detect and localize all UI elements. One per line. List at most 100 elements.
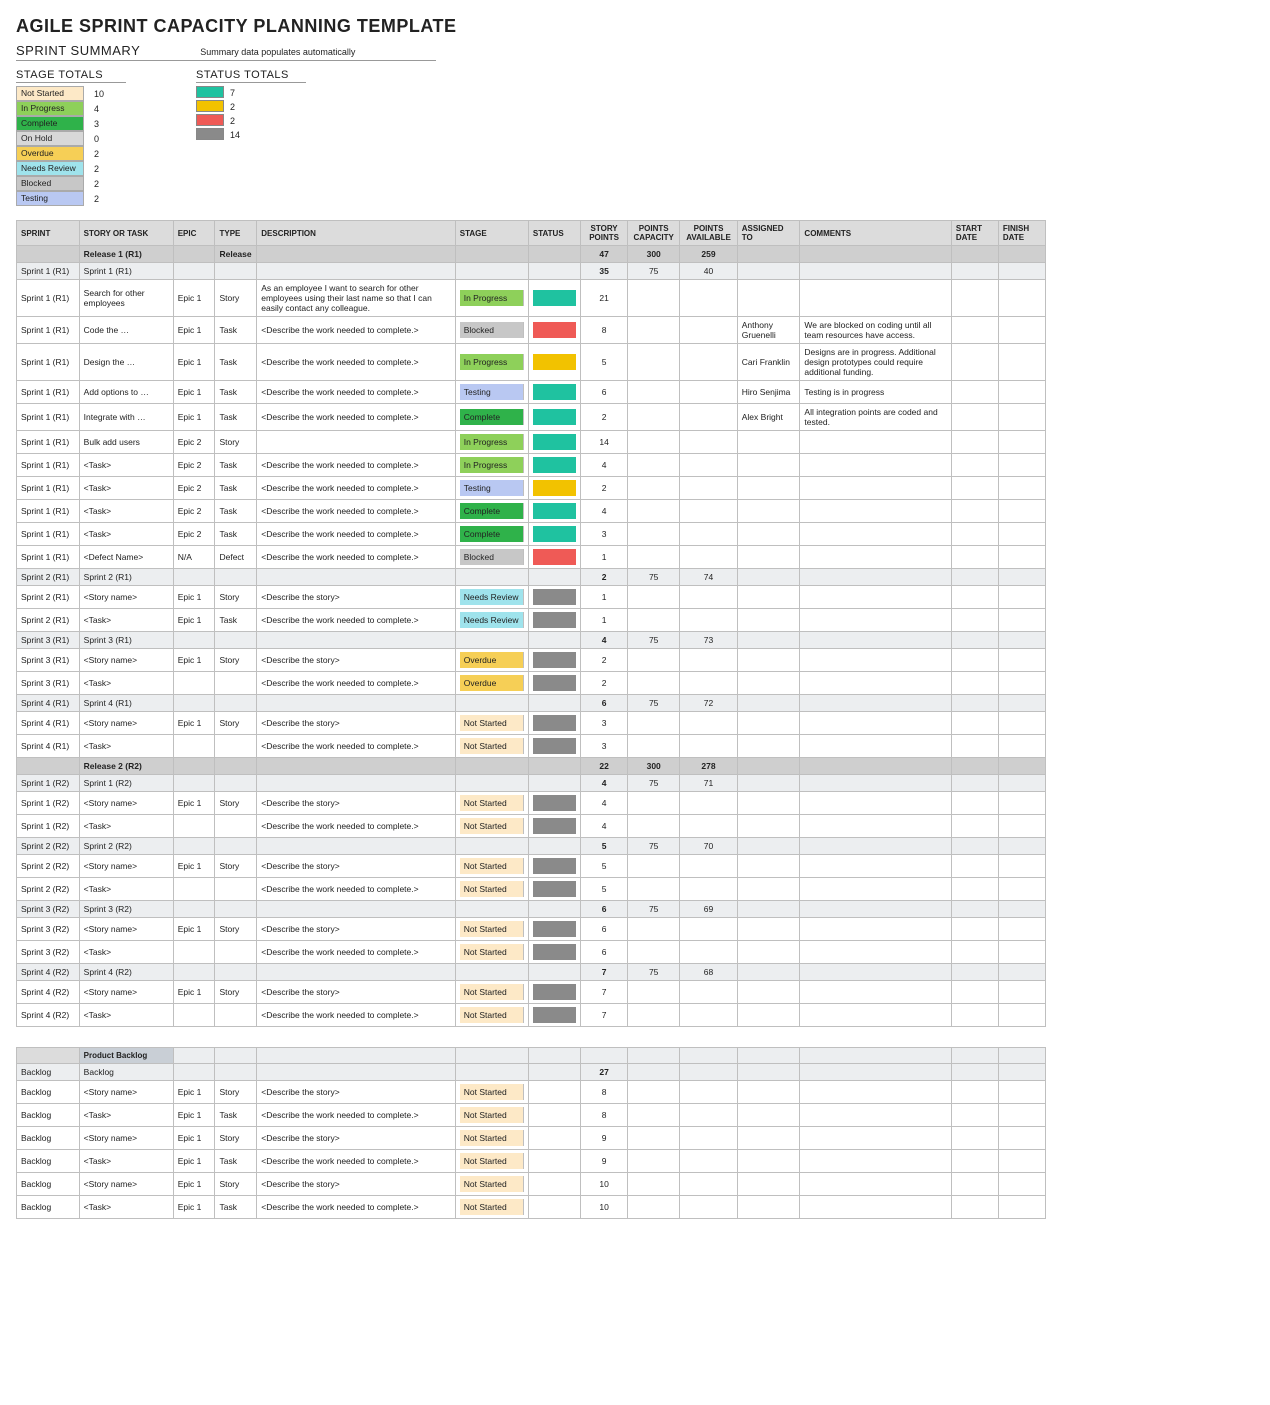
table-cell: Not Started: [455, 712, 528, 735]
table-cell: [257, 1064, 455, 1081]
stage-chip: Complete: [16, 116, 84, 131]
table-cell: Sprint 1 (R1): [17, 454, 80, 477]
table-row: Sprint 3 (R1)<Task><Describe the work ne…: [17, 672, 1046, 695]
table-cell: Sprint 2 (R1): [17, 609, 80, 632]
column-header: [257, 1048, 455, 1064]
table-cell: [528, 632, 580, 649]
table-cell: [680, 1127, 737, 1150]
table-cell: Epic 1: [173, 918, 215, 941]
table-cell: [737, 878, 800, 901]
table-cell: [628, 855, 680, 878]
table-cell: Sprint 1 (R2): [79, 775, 173, 792]
table-cell: Defect: [215, 546, 257, 569]
table-row: Sprint 1 (R1)<Defect Name>N/ADefect<Desc…: [17, 546, 1046, 569]
table-cell: Not Started: [455, 735, 528, 758]
table-cell: [680, 317, 737, 344]
column-header: [951, 1048, 998, 1064]
table-cell: 300: [628, 246, 680, 263]
table-cell: Sprint 1 (R2): [17, 815, 80, 838]
table-cell: Task: [215, 609, 257, 632]
table-cell: Task: [215, 500, 257, 523]
table-cell: 278: [680, 758, 737, 775]
table-cell: [173, 695, 215, 712]
table-cell: [528, 758, 580, 775]
table-cell: [528, 1064, 580, 1081]
table-cell: [455, 569, 528, 586]
table-cell: Sprint 1 (R1): [17, 546, 80, 569]
table-cell: [998, 981, 1045, 1004]
table-cell: Release 2 (R2): [79, 758, 173, 775]
table-cell: [998, 918, 1045, 941]
table-cell: Sprint 3 (R2): [17, 901, 80, 918]
table-cell: [998, 941, 1045, 964]
table-cell: [800, 609, 951, 632]
table-cell: [628, 815, 680, 838]
table-cell: [951, 263, 998, 280]
table-cell: Epic 1: [173, 404, 215, 431]
table-cell: <Describe the work needed to complete.>: [257, 523, 455, 546]
table-cell: <Task>: [79, 500, 173, 523]
table-cell: Sprint 1 (R1): [17, 280, 80, 317]
table-cell: [628, 381, 680, 404]
table-cell: [680, 344, 737, 381]
table-cell: [455, 246, 528, 263]
table-cell: [800, 649, 951, 672]
table-cell: [528, 454, 580, 477]
table-cell: [680, 477, 737, 500]
table-cell: Blocked: [455, 317, 528, 344]
table-cell: [998, 712, 1045, 735]
table-cell: [951, 838, 998, 855]
table-cell: [951, 1004, 998, 1027]
stage-chip: Needs Review: [16, 161, 84, 176]
table-cell: [528, 672, 580, 695]
table-cell: In Progress: [455, 280, 528, 317]
table-cell: <Describe the work needed to complete.>: [257, 404, 455, 431]
table-cell: [628, 546, 680, 569]
table-cell: Integrate with …: [79, 404, 173, 431]
table-cell: [998, 404, 1045, 431]
table-cell: Sprint 4 (R1): [17, 695, 80, 712]
table-cell: [173, 246, 215, 263]
table-cell: [455, 964, 528, 981]
table-cell: [528, 964, 580, 981]
table-cell: [951, 586, 998, 609]
status-totals-title: STATUS TOTALS: [196, 69, 306, 83]
table-cell: [998, 317, 1045, 344]
table-cell: 75: [628, 695, 680, 712]
table-cell: Sprint 3 (R2): [79, 901, 173, 918]
table-cell: Not Started: [455, 1127, 528, 1150]
table-cell: [257, 838, 455, 855]
table-cell: 7: [581, 981, 628, 1004]
table-cell: [528, 918, 580, 941]
table-cell: Sprint 3 (R2): [17, 941, 80, 964]
table-cell: 5: [581, 878, 628, 901]
table-cell: [215, 569, 257, 586]
table-cell: [800, 1196, 951, 1219]
table-cell: <Describe the story>: [257, 586, 455, 609]
table-cell: [628, 317, 680, 344]
table-cell: Backlog: [17, 1081, 80, 1104]
table-cell: [800, 1104, 951, 1127]
table-cell: <Task>: [79, 1150, 173, 1173]
column-header: [173, 1048, 215, 1064]
table-cell: [951, 1127, 998, 1150]
table-row: Sprint 2 (R2)Sprint 2 (R2)57570: [17, 838, 1046, 855]
table-cell: <Describe the work needed to complete.>: [257, 546, 455, 569]
table-cell: [800, 712, 951, 735]
table-cell: [528, 1173, 580, 1196]
table-cell: 4: [581, 500, 628, 523]
table-cell: <Task>: [79, 1004, 173, 1027]
table-cell: [951, 792, 998, 815]
table-cell: Sprint 1 (R1): [17, 344, 80, 381]
table-cell: [173, 735, 215, 758]
table-cell: Sprint 3 (R1): [17, 672, 80, 695]
table-cell: Sprint 1 (R1): [17, 431, 80, 454]
table-cell: [998, 1081, 1045, 1104]
table-cell: Epic 1: [173, 317, 215, 344]
column-header: [528, 1048, 580, 1064]
table-cell: <Task>: [79, 815, 173, 838]
table-cell: Backlog: [17, 1150, 80, 1173]
table-cell: [628, 672, 680, 695]
table-row: Sprint 3 (R1)<Story name>Epic 1Story<Des…: [17, 649, 1046, 672]
table-cell: 2: [581, 477, 628, 500]
